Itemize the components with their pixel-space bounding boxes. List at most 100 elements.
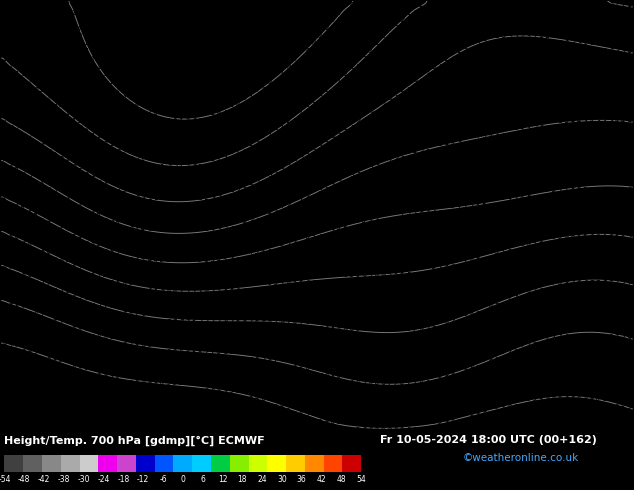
Text: 2: 2 — [369, 95, 373, 100]
Text: 6: 6 — [615, 241, 619, 247]
Text: 8: 8 — [268, 372, 271, 379]
Text: 3: 3 — [350, 164, 354, 170]
Text: 9: 9 — [28, 372, 32, 379]
Text: 4: 4 — [602, 195, 606, 201]
Text: 6: 6 — [325, 326, 328, 332]
Text: 0: 0 — [198, 87, 202, 93]
Text: 2: 2 — [230, 172, 234, 178]
Text: 0: 0 — [249, 2, 253, 8]
Text: 4: 4 — [571, 102, 575, 108]
Text: 9: 9 — [583, 411, 587, 417]
Text: 8: 8 — [470, 388, 474, 394]
Text: 9: 9 — [97, 357, 101, 363]
Text: 0: 0 — [160, 118, 164, 123]
Text: 0: 0 — [198, 110, 202, 116]
Text: 6: 6 — [438, 226, 442, 232]
Text: 5: 5 — [413, 265, 417, 270]
Text: 2: 2 — [167, 203, 171, 209]
Text: 1: 1 — [9, 102, 13, 108]
Text: 6: 6 — [53, 226, 57, 232]
Text: 1: 1 — [312, 87, 316, 93]
Text: 7: 7 — [173, 311, 177, 317]
Text: 4: 4 — [495, 133, 499, 139]
Text: 5: 5 — [337, 234, 341, 240]
Text: 2: 2 — [451, 2, 455, 8]
Text: 0: 0 — [167, 87, 171, 93]
Text: 3: 3 — [545, 79, 550, 85]
Text: 3: 3 — [122, 210, 126, 217]
Text: 7: 7 — [609, 342, 612, 348]
Text: 4: 4 — [97, 226, 101, 232]
Text: 7: 7 — [122, 318, 126, 324]
Text: 3: 3 — [621, 148, 625, 155]
Text: 2: 2 — [34, 48, 38, 54]
Text: 8: 8 — [53, 326, 57, 332]
Text: 1: 1 — [173, 41, 177, 47]
Text: 8: 8 — [533, 349, 537, 355]
Text: -42: -42 — [38, 475, 50, 484]
Text: 4: 4 — [615, 148, 619, 155]
Text: 3: 3 — [533, 125, 537, 131]
Text: 4: 4 — [59, 203, 63, 209]
Text: 8: 8 — [9, 326, 13, 332]
Text: 1: 1 — [65, 56, 70, 62]
Text: 2: 2 — [495, 25, 499, 31]
Text: 8: 8 — [198, 349, 202, 355]
Text: 18: 18 — [238, 475, 247, 484]
Text: 5: 5 — [78, 249, 82, 255]
Text: 4: 4 — [47, 179, 51, 186]
Text: 8: 8 — [47, 334, 51, 340]
Text: 9: 9 — [78, 388, 82, 394]
Text: 3: 3 — [571, 110, 575, 116]
Text: 8: 8 — [571, 388, 575, 394]
Text: 4: 4 — [223, 241, 228, 247]
Text: 8: 8 — [268, 334, 271, 340]
Text: 8: 8 — [78, 326, 82, 332]
Text: 6: 6 — [154, 295, 158, 301]
Text: 0: 0 — [198, 48, 202, 54]
Text: 4: 4 — [552, 172, 556, 178]
Text: 5: 5 — [356, 265, 360, 270]
Text: 6: 6 — [482, 226, 486, 232]
Text: 2: 2 — [381, 72, 385, 77]
Text: 2: 2 — [432, 56, 436, 62]
Text: 7: 7 — [375, 365, 379, 371]
Text: 2: 2 — [211, 172, 215, 178]
Text: 5: 5 — [621, 187, 625, 193]
Text: 1: 1 — [135, 148, 139, 155]
Text: 5: 5 — [432, 241, 436, 247]
Text: 6: 6 — [571, 249, 575, 255]
Text: 5: 5 — [160, 272, 164, 278]
Text: 1: 1 — [325, 79, 328, 85]
Text: 9: 9 — [564, 427, 569, 433]
Text: 0: 0 — [236, 25, 240, 31]
Text: 0: 0 — [148, 56, 152, 62]
Text: 6: 6 — [545, 241, 550, 247]
Text: 0: 0 — [299, 41, 303, 47]
Text: 9: 9 — [116, 357, 120, 363]
Text: 3: 3 — [268, 187, 271, 193]
Text: 2: 2 — [65, 33, 70, 39]
Text: 7: 7 — [299, 334, 303, 340]
Text: 6: 6 — [444, 295, 448, 301]
Text: 0: 0 — [211, 102, 215, 108]
Text: 1: 1 — [381, 2, 385, 8]
Text: 6: 6 — [350, 326, 354, 332]
Text: 8: 8 — [413, 396, 417, 402]
Text: 2: 2 — [482, 41, 486, 47]
Text: 9: 9 — [116, 388, 120, 394]
Text: 7: 7 — [91, 303, 95, 309]
Text: 8: 8 — [602, 372, 606, 379]
Text: 1: 1 — [97, 133, 101, 139]
Text: 7: 7 — [242, 303, 247, 309]
Text: 9: 9 — [186, 372, 190, 379]
Text: 6: 6 — [381, 241, 385, 247]
Text: 7: 7 — [602, 303, 606, 309]
Text: 2: 2 — [419, 72, 423, 77]
Text: 0: 0 — [3, 10, 6, 16]
Text: 2: 2 — [419, 110, 423, 116]
Text: 1: 1 — [110, 110, 113, 116]
Text: 4: 4 — [141, 234, 145, 240]
Text: 9: 9 — [280, 411, 284, 417]
Text: 9: 9 — [628, 427, 631, 433]
